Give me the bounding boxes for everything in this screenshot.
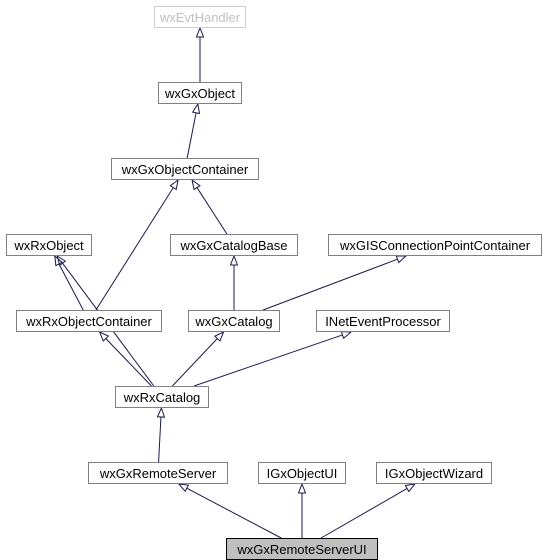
edge-line [263, 259, 397, 310]
node-label: wxRxObjectContainer [26, 314, 152, 329]
edge-arrowhead [197, 28, 204, 37]
node-wxGISConnectionPointContainer: wxGISConnectionPointContainer [328, 234, 542, 256]
edge-line [96, 188, 173, 310]
edge-arrowhead [193, 104, 200, 114]
node-label: wxEvtHandler [160, 10, 240, 25]
edge-line [159, 417, 161, 462]
node-label: wxRxCatalog [124, 390, 201, 405]
inheritance-diagram: wxEvtHandler wxGxObject wxGxObjectContaine… [0, 0, 549, 560]
edge-arrowhead [170, 180, 178, 189]
edge-line [59, 264, 83, 310]
node-IGxObjectUI: IGxObjectUI [258, 462, 346, 484]
edge-line [197, 188, 227, 234]
node-label: wxGxObject [165, 86, 235, 101]
edge-line [172, 339, 217, 386]
edge-arrowhead [100, 332, 109, 341]
node-label: wxGxRemoteServer [100, 466, 216, 481]
edge-arrowhead [231, 256, 238, 265]
edge-line [106, 338, 152, 386]
node-label: wxGxCatalogBase [181, 238, 288, 253]
edge-arrowhead [299, 484, 306, 493]
node-wxGxRemoteServer: wxGxRemoteServer [88, 462, 228, 484]
node-wxRxCatalog: wxRxCatalog [115, 386, 209, 408]
edge-arrowhead [396, 256, 406, 263]
node-label: wxGxRemoteServerUI [237, 542, 366, 557]
edge-arrowhead [341, 332, 351, 339]
node-wxRxObject: wxRxObject [6, 234, 92, 256]
node-wxGxCatalogBase: wxGxCatalogBase [170, 234, 298, 256]
node-IGxObjectWizard: IGxObjectWizard [376, 462, 492, 484]
node-label: wxGxCatalog [195, 314, 272, 329]
node-INetEventProcessor: INetEventProcessor [316, 310, 450, 332]
node-label: wxGxObjectContainer [122, 162, 248, 177]
edge-arrowhead [215, 332, 224, 341]
node-label: wxGISConnectionPointContainer [340, 238, 530, 253]
edge-line [187, 113, 196, 158]
edge-arrowhead [157, 408, 164, 417]
edge-arrowhead [405, 484, 415, 492]
node-wxEvtHandler: wxEvtHandler [154, 6, 246, 28]
node-wxGxObjectContainer: wxGxObjectContainer [111, 158, 259, 180]
node-label: INetEventProcessor [325, 314, 441, 329]
edge-arrowhead [55, 256, 62, 266]
node-label: IGxObjectWizard [385, 466, 483, 481]
edge-arrowhead [57, 256, 65, 265]
node-wxGxCatalog: wxGxCatalog [188, 310, 280, 332]
node-wxGxObject: wxGxObject [158, 82, 242, 104]
edge-line [187, 488, 281, 538]
edge-line [321, 488, 407, 538]
edge-line [194, 335, 343, 386]
node-label: IGxObjectUI [267, 466, 338, 481]
node-label: wxRxObject [14, 238, 83, 253]
node-wxGxRemoteServerUI: wxGxRemoteServerUI [226, 538, 378, 560]
node-wxRxObjectContainer: wxRxObjectContainer [16, 310, 162, 332]
edge-arrowhead [192, 180, 200, 189]
edge-arrowhead [179, 484, 189, 491]
